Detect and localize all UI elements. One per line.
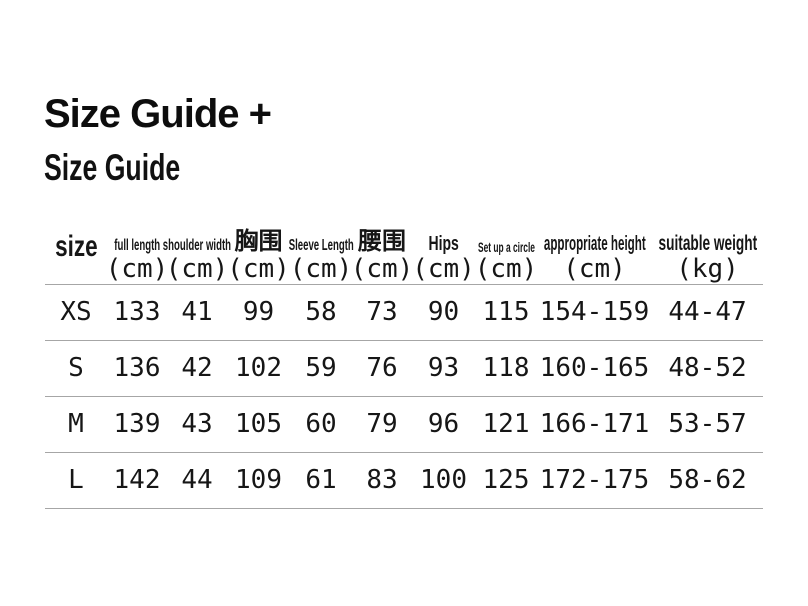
cell-chest: 109 xyxy=(235,465,282,495)
cell-full-length: 139 xyxy=(113,409,161,439)
page-subtitle: Size Guide xyxy=(44,147,181,188)
column-header-suitable-weight: suitable weight (kg) xyxy=(652,218,763,284)
column-unit: (cm) xyxy=(227,254,290,284)
column-label: 胸围 xyxy=(234,227,283,255)
cell-shoulder-width: 41 xyxy=(181,297,213,327)
cell-suitable-weight: 44-47 xyxy=(668,297,747,327)
column-header-shoulder-width: shoulder width (cm) xyxy=(163,218,231,284)
table-row-m: M 139 43 105 60 79 96 121 166-171 53-57 xyxy=(45,397,763,453)
cell-neck-circle: 115 xyxy=(482,297,530,327)
cell-hips: 93 xyxy=(427,353,460,383)
cell-hips: 96 xyxy=(427,409,460,439)
cell-sleeve-length: 59 xyxy=(305,353,337,383)
cell-waist: 73 xyxy=(366,297,398,327)
cell-hips: 90 xyxy=(427,297,460,327)
cell-waist: 79 xyxy=(366,409,398,439)
column-label: appropriate height xyxy=(543,233,646,255)
column-label: Hips xyxy=(428,233,459,255)
column-label: shoulder width xyxy=(162,237,232,255)
table-header-row: size full length (cm) shoulder width (cm… xyxy=(45,218,763,285)
cell-full-length: 133 xyxy=(113,297,161,327)
column-header-full-length: full length (cm) xyxy=(105,218,169,284)
size-table: size full length (cm) shoulder width (cm… xyxy=(45,218,763,509)
column-header-appropriate-height: appropriate height (cm) xyxy=(537,218,652,284)
cell-suitable-weight: 48-52 xyxy=(668,353,747,383)
column-label: Sleeve Length xyxy=(288,237,354,255)
cell-size: XS xyxy=(60,297,92,327)
cell-size: L xyxy=(68,465,84,495)
cell-suitable-weight: 53-57 xyxy=(668,409,747,439)
cell-neck-circle: 125 xyxy=(482,465,530,495)
cell-suitable-weight: 58-62 xyxy=(668,465,747,495)
column-unit: (cm) xyxy=(165,254,229,284)
cell-appropriate-height: 154-159 xyxy=(539,297,650,327)
heading-block: Size Guide + Size Guide xyxy=(44,92,272,188)
cell-waist: 83 xyxy=(366,465,398,495)
cell-neck-circle: 118 xyxy=(482,353,530,383)
column-header-chest: 胸围 (cm) xyxy=(227,218,290,284)
cell-shoulder-width: 42 xyxy=(181,353,213,383)
column-label: full length xyxy=(114,237,160,255)
column-header-sleeve-length: Sleeve Length (cm) xyxy=(288,218,354,284)
table-row-xs: XS 133 41 99 58 73 90 115 154-159 44-47 xyxy=(45,285,763,341)
cell-sleeve-length: 60 xyxy=(305,409,337,439)
cell-size: M xyxy=(68,409,84,439)
cell-appropriate-height: 172-175 xyxy=(539,465,650,495)
column-unit: (cm) xyxy=(474,254,538,284)
cell-shoulder-width: 44 xyxy=(181,465,213,495)
column-label: Set up a circle xyxy=(477,238,535,255)
column-unit: (cm) xyxy=(412,254,475,284)
column-header-hips: Hips (cm) xyxy=(412,218,475,284)
column-header-neck-circle: Set up a circle (cm) xyxy=(474,218,538,284)
column-unit: (cm) xyxy=(289,254,353,284)
page-title: Size Guide + xyxy=(44,92,272,136)
column-unit: (cm) xyxy=(350,254,414,284)
cell-shoulder-width: 43 xyxy=(181,409,213,439)
cell-size: S xyxy=(68,353,84,383)
column-label: size xyxy=(54,229,98,263)
cell-waist: 76 xyxy=(366,353,398,383)
cell-appropriate-height: 166-171 xyxy=(539,409,650,439)
column-label: suitable weight xyxy=(658,231,757,255)
cell-sleeve-length: 61 xyxy=(305,465,337,495)
column-label: 腰围 xyxy=(358,227,406,255)
column-header-waist: 腰围 (cm) xyxy=(350,218,414,284)
column-unit: (cm) xyxy=(563,254,626,284)
table-row-s: S 136 42 102 59 76 93 118 160-165 48-52 xyxy=(45,341,763,397)
cell-chest: 102 xyxy=(235,353,282,383)
cell-hips: 100 xyxy=(420,465,467,495)
column-unit: (kg) xyxy=(676,254,739,284)
cell-sleeve-length: 58 xyxy=(305,297,337,327)
cell-neck-circle: 121 xyxy=(482,409,530,439)
table-row-l: L 142 44 109 61 83 100 125 172-175 58-62 xyxy=(45,453,763,509)
column-header-size: size xyxy=(45,218,107,284)
cell-full-length: 142 xyxy=(113,465,161,495)
cell-chest: 105 xyxy=(235,409,282,439)
cell-full-length: 136 xyxy=(113,353,161,383)
column-unit: (cm) xyxy=(105,254,169,284)
cell-chest: 99 xyxy=(242,297,275,327)
cell-appropriate-height: 160-165 xyxy=(539,353,650,383)
